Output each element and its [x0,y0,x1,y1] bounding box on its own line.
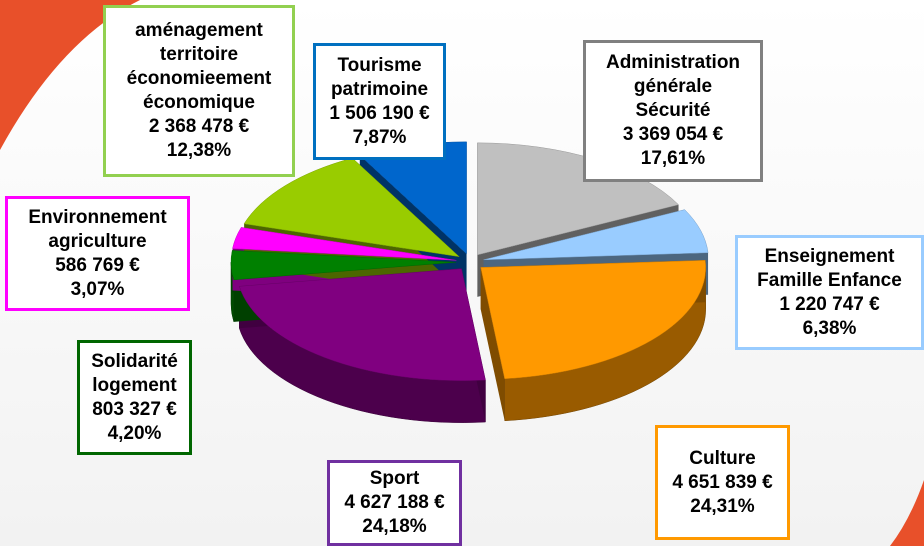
label-name: Culture [689,447,756,469]
slice-label: Environnement agriculture 586 769 €3,07% [5,196,190,311]
label-name: Solidarité logement [91,350,178,396]
label-value: 24,18% [362,516,427,537]
label-value: 7,87% [352,126,407,148]
slice [238,268,486,381]
label-value: 6,38% [802,317,857,339]
slice-label: Enseignement Famille Enfance 1 220 747 €6… [735,235,924,350]
label-value: 4,20% [107,422,162,444]
slice-label: Tourisme patrimoine 1 506 190 €7,87% [313,43,446,160]
label-name: Administration générale Sécurité [605,52,741,121]
slice [483,209,709,261]
slice-label: aménagement territoire économieement éco… [103,5,295,177]
slice-label: Sport 4 627 188 € 24,18% [327,460,462,546]
label-name: Environnement agriculture [28,206,167,252]
label-name: Enseignement Famille Enfance [757,245,902,291]
label-name: aménagement territoire économieement éco… [126,20,272,113]
slice-wall [480,267,505,421]
label-value: 1 220 747 € [779,293,880,315]
label-value: 17,61% [640,148,706,169]
slice-label: Administration générale Sécurité 3 369 05… [583,40,763,182]
label-value: 2 368 478 € [148,116,250,137]
label-value: 4 627 188 € [344,492,445,513]
slice-label: Culture 4 651 839 €24,31% [655,425,790,540]
slice [230,250,457,281]
slice-label: Solidarité logement 803 327 €4,20% [77,340,192,455]
label-name: Tourisme patrimoine [330,54,429,100]
label-value: 12,38% [166,140,232,161]
decor-swoosh [0,0,140,150]
label-value: 3 369 054 € [622,124,724,145]
label-value: 24,31% [690,495,755,517]
decor-swoosh [890,480,924,546]
label-value: 586 769 € [55,254,140,276]
label-value: 1 506 190 € [329,102,430,124]
label-value: 803 327 € [92,398,177,420]
slice [232,227,457,261]
label-value: 3,07% [70,278,125,300]
label-value: 4 651 839 € [672,471,773,493]
slice [243,157,460,258]
slice [480,260,706,380]
label-name: Sport [369,468,420,489]
